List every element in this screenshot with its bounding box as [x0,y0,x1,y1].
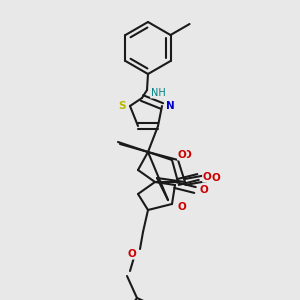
Text: O: O [200,185,208,195]
Text: S: S [118,101,126,111]
Text: NH: NH [151,88,165,98]
Text: N: N [166,101,174,111]
Text: O: O [128,249,136,259]
Text: O: O [178,150,186,160]
Text: O: O [178,202,186,212]
Text: O: O [183,150,191,160]
Text: O: O [212,173,220,183]
Text: O: O [202,172,211,182]
